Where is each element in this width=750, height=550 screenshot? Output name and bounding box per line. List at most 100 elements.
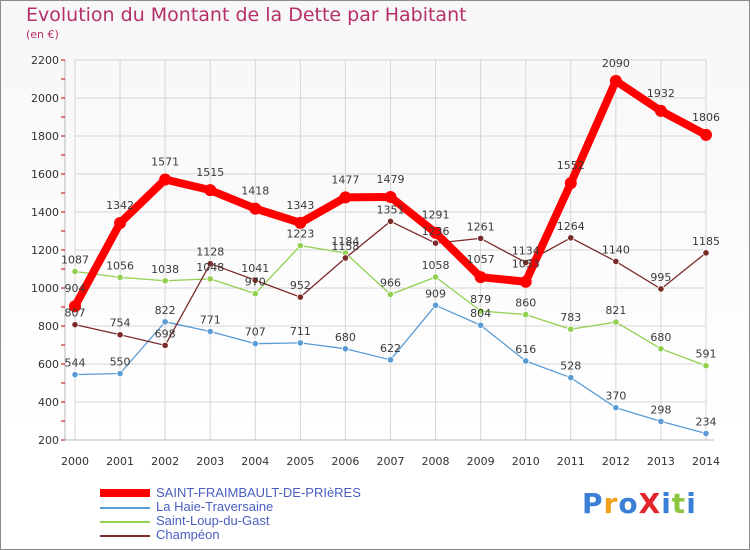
data-label-1: 822 xyxy=(155,304,176,317)
data-point-2 xyxy=(116,273,124,281)
data-point-3 xyxy=(296,293,304,301)
data-label-3: 1158 xyxy=(331,240,359,253)
data-label-0: 904 xyxy=(65,282,86,295)
data-point-1 xyxy=(206,327,214,336)
data-label-3: 754 xyxy=(110,317,131,330)
data-label-0: 1552 xyxy=(557,159,585,172)
data-label-3: 1128 xyxy=(196,246,224,259)
data-label-3: 1041 xyxy=(241,262,269,275)
data-label-1: 616 xyxy=(515,343,536,356)
data-label-1: 707 xyxy=(245,326,266,339)
data-point-0 xyxy=(114,217,127,230)
data-label-1: 804 xyxy=(470,307,491,320)
legend-label-saint-fraimbault: SAINT-FRAIMBAULT-DE-PRIèRES xyxy=(156,485,361,500)
data-point-1 xyxy=(612,404,620,412)
data-point-3 xyxy=(657,285,665,293)
data-label-3: 1261 xyxy=(467,220,495,233)
data-label-2: 860 xyxy=(515,297,536,310)
data-point-1 xyxy=(116,369,124,378)
data-label-0: 1343 xyxy=(286,199,314,212)
data-point-3 xyxy=(71,321,79,329)
x-tick-label: 2003 xyxy=(196,455,224,468)
data-point-0 xyxy=(564,177,577,190)
data-point-3 xyxy=(341,254,350,262)
data-label-2: 1056 xyxy=(106,259,134,272)
data-point-2 xyxy=(522,310,530,319)
chart-unit: (en €) xyxy=(26,28,59,41)
data-label-0: 1932 xyxy=(647,87,675,100)
data-point-1 xyxy=(431,301,440,309)
data-point-3 xyxy=(702,249,710,257)
data-label-0: 1418 xyxy=(241,185,269,198)
logo-letter: t xyxy=(671,487,687,520)
data-point-2 xyxy=(161,277,169,285)
x-tick-label: 2004 xyxy=(241,455,269,468)
logo-letter: P xyxy=(582,487,604,520)
chart-title: Evolution du Montant de la Dette par Hab… xyxy=(26,4,467,26)
data-label-3: 995 xyxy=(650,271,671,284)
data-label-2: 879 xyxy=(470,293,491,306)
data-point-2 xyxy=(251,290,259,298)
data-point-1 xyxy=(477,321,485,329)
data-label-2: 1223 xyxy=(286,228,314,241)
y-tick-label: 1800 xyxy=(31,130,59,143)
x-tick-label: 2011 xyxy=(557,455,585,468)
y-tick-label: 2000 xyxy=(31,92,59,105)
data-point-0 xyxy=(69,300,81,313)
data-label-3: 1264 xyxy=(557,220,585,233)
data-label-3: 1351 xyxy=(377,203,405,216)
x-tick-label: 2012 xyxy=(602,455,630,468)
data-point-1 xyxy=(161,318,169,326)
proxiti-logo: ProXiti xyxy=(582,487,697,520)
data-point-2 xyxy=(296,242,304,250)
logo-letter: X xyxy=(638,487,662,520)
data-point-1 xyxy=(702,429,710,438)
y-tick-label: 1200 xyxy=(31,244,59,257)
data-label-0: 1479 xyxy=(377,173,405,186)
data-point-0 xyxy=(159,173,172,186)
legend-swatch-saint-fraimbault xyxy=(100,489,150,497)
x-tick-label: 2006 xyxy=(331,455,359,468)
logo-letter: o xyxy=(618,487,639,520)
data-label-3: 1185 xyxy=(692,235,720,248)
data-point-1 xyxy=(251,340,259,348)
data-label-0: 1033 xyxy=(512,258,540,271)
legend-swatch-la-haie-traversaine xyxy=(100,507,150,509)
legend-label-la-haie-traversaine: La Haie-Traversaine xyxy=(156,499,274,514)
data-label-2: 1048 xyxy=(196,261,224,274)
data-point-3 xyxy=(251,276,259,284)
data-point-0 xyxy=(429,226,442,239)
data-label-3: 1236 xyxy=(422,225,450,238)
data-label-2: 1058 xyxy=(422,259,450,272)
data-label-3: 698 xyxy=(155,327,176,340)
data-point-2 xyxy=(431,273,440,281)
x-tick-label: 2008 xyxy=(422,455,450,468)
data-point-0 xyxy=(384,190,397,203)
data-label-0: 1342 xyxy=(106,199,134,212)
x-tick-label: 2010 xyxy=(512,455,540,468)
data-point-3 xyxy=(431,239,440,247)
data-point-2 xyxy=(612,318,620,326)
x-tick-label: 2009 xyxy=(467,455,495,468)
data-label-1: 370 xyxy=(605,390,626,403)
x-tick-label: 2013 xyxy=(647,455,675,468)
x-tick-label: 2000 xyxy=(61,455,89,468)
data-point-1 xyxy=(522,357,530,365)
data-point-1 xyxy=(296,339,304,347)
y-tick-label: 1600 xyxy=(31,168,59,181)
data-point-1 xyxy=(657,417,665,425)
data-label-0: 1571 xyxy=(151,156,179,169)
data-label-0: 2090 xyxy=(602,57,630,70)
data-point-0 xyxy=(654,104,667,117)
data-point-3 xyxy=(612,257,620,265)
data-label-2: 1087 xyxy=(61,253,89,266)
data-label-3: 1134 xyxy=(512,245,540,258)
data-label-0: 1477 xyxy=(331,173,359,186)
data-label-2: 783 xyxy=(560,311,581,324)
data-label-2: 821 xyxy=(605,304,626,317)
data-label-1: 544 xyxy=(65,357,86,370)
data-point-2 xyxy=(386,290,395,299)
data-point-0 xyxy=(609,74,622,87)
data-label-1: 909 xyxy=(425,287,446,300)
data-label-2: 591 xyxy=(696,348,717,361)
